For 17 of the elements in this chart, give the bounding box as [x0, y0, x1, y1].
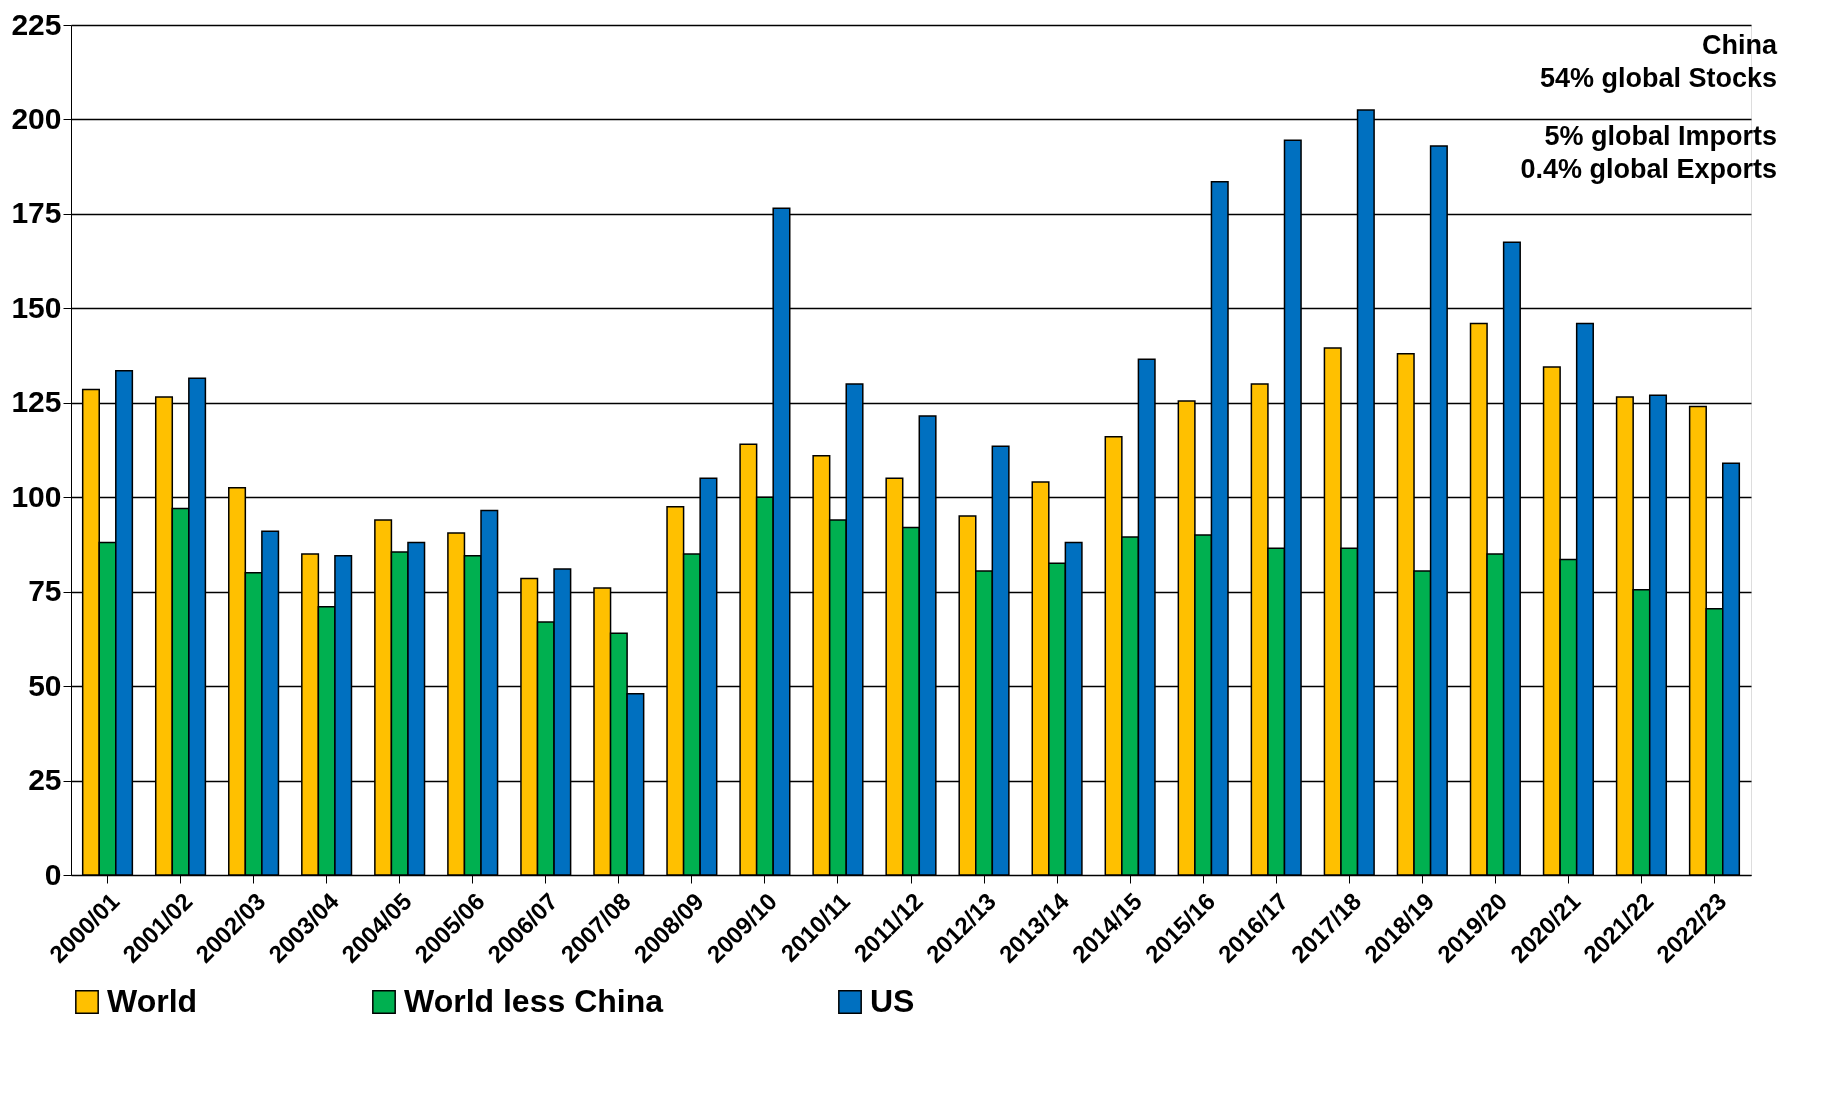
y-tick-label: 200: [11, 101, 62, 135]
legend-label: US: [870, 983, 915, 1019]
y-tick-label: 175: [11, 196, 62, 230]
y-tick-label: 150: [11, 290, 62, 324]
y-tick-label: 0: [44, 857, 62, 891]
annotation: 54% global Stocks: [1539, 63, 1777, 93]
y-tick-label: 100: [11, 479, 62, 513]
y-tick-label: 225: [11, 7, 62, 41]
y-tick-label: 25: [28, 763, 62, 797]
legend-label: World less China: [404, 983, 664, 1019]
y-tick-label: 50: [28, 668, 62, 702]
y-tick-label: 125: [11, 385, 62, 419]
legend-label: World: [107, 983, 198, 1019]
annotation: China: [1701, 30, 1778, 60]
annotation: 5% global Imports: [1544, 121, 1777, 152]
annotation: 0.4% global Exports: [1520, 154, 1777, 185]
y-tick-label: 75: [28, 574, 62, 608]
